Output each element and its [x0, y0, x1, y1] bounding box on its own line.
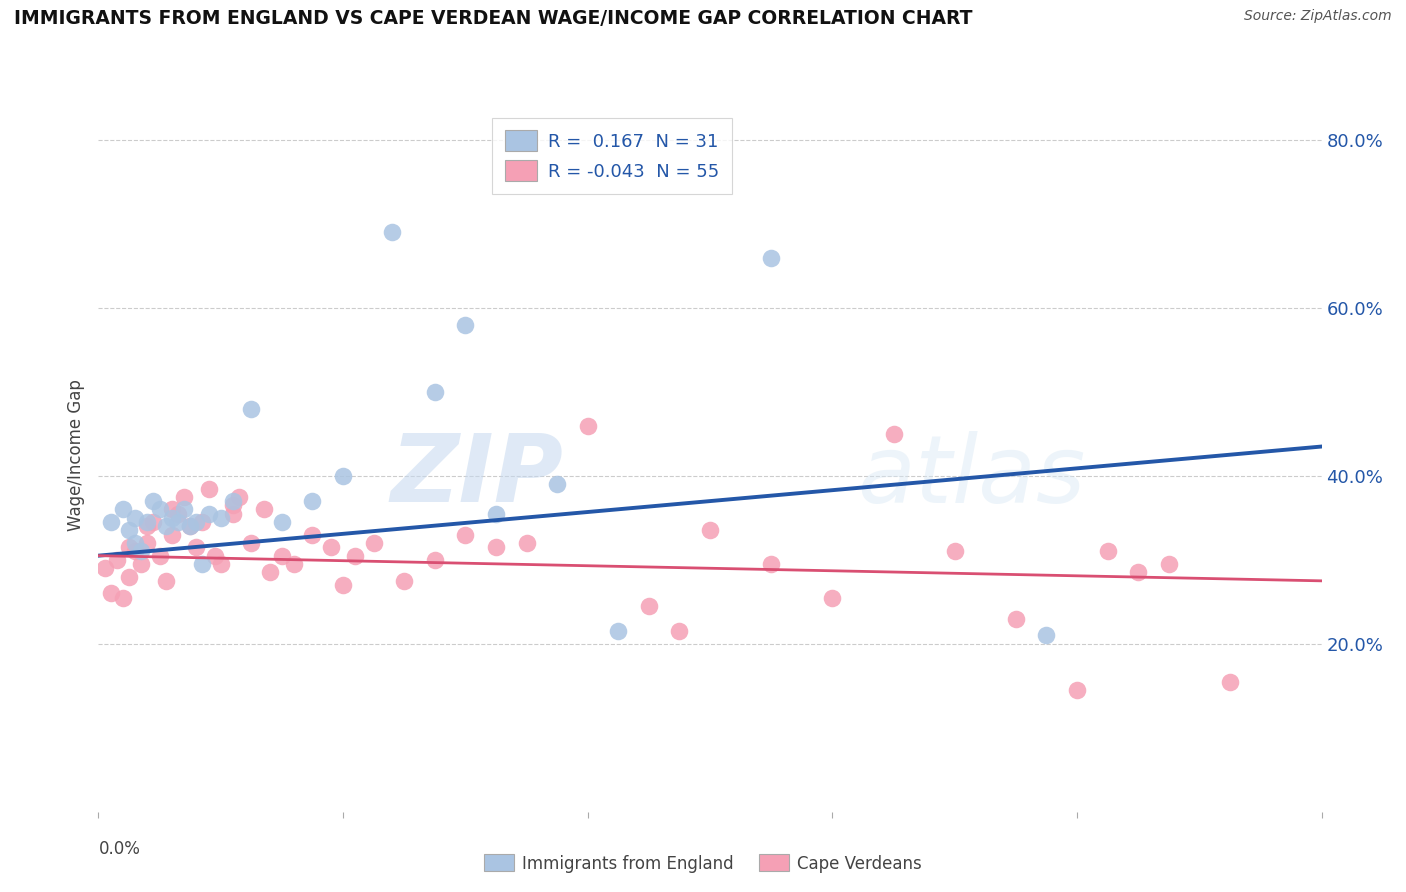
Point: [186, 515, 208, 529]
Point: [240, 536, 263, 550]
Point: [167, 515, 190, 529]
Point: [1004, 612, 1026, 626]
Point: [454, 318, 477, 332]
Y-axis label: Wage/Income Gap: Wage/Income Gap: [67, 379, 86, 531]
Point: [454, 527, 477, 541]
Point: [759, 557, 782, 571]
Point: [485, 507, 508, 521]
Point: [485, 541, 508, 555]
Point: [142, 494, 165, 508]
Point: [191, 515, 214, 529]
Point: [129, 544, 152, 558]
Text: 0.0%: 0.0%: [98, 840, 141, 858]
Point: [319, 541, 342, 555]
Point: [149, 549, 172, 563]
Legend: R =  0.167  N = 31, R = -0.043  N = 55: R = 0.167 N = 31, R = -0.043 N = 55: [492, 118, 733, 194]
Point: [124, 511, 146, 525]
Point: [607, 624, 630, 639]
Point: [1097, 544, 1119, 558]
Point: [516, 536, 538, 550]
Point: [118, 541, 141, 555]
Point: [759, 251, 782, 265]
Point: [1066, 683, 1088, 698]
Point: [111, 591, 134, 605]
Point: [155, 574, 177, 588]
Point: [332, 578, 354, 592]
Point: [423, 553, 446, 567]
Point: [204, 549, 226, 563]
Point: [136, 519, 159, 533]
Point: [179, 519, 201, 533]
Point: [222, 498, 245, 512]
Point: [344, 549, 367, 563]
Point: [160, 502, 183, 516]
Point: [149, 502, 172, 516]
Point: [821, 591, 844, 605]
Point: [222, 494, 245, 508]
Legend: Immigrants from England, Cape Verdeans: Immigrants from England, Cape Verdeans: [477, 847, 929, 880]
Point: [699, 524, 721, 538]
Point: [1157, 557, 1180, 571]
Point: [197, 482, 219, 496]
Point: [423, 384, 446, 399]
Point: [118, 524, 141, 538]
Point: [1128, 566, 1150, 580]
Text: IMMIGRANTS FROM ENGLAND VS CAPE VERDEAN WAGE/INCOME GAP CORRELATION CHART: IMMIGRANTS FROM ENGLAND VS CAPE VERDEAN …: [14, 9, 973, 28]
Text: atlas: atlas: [856, 431, 1085, 522]
Point: [1219, 674, 1241, 689]
Point: [186, 541, 208, 555]
Point: [283, 557, 305, 571]
Point: [301, 527, 323, 541]
Text: ZIP: ZIP: [391, 430, 564, 523]
Point: [270, 549, 292, 563]
Point: [883, 426, 905, 441]
Point: [136, 536, 159, 550]
Point: [576, 418, 599, 433]
Point: [142, 515, 165, 529]
Point: [209, 511, 232, 525]
Point: [240, 401, 263, 416]
Point: [118, 569, 141, 583]
Point: [943, 544, 966, 558]
Point: [637, 599, 661, 613]
Point: [668, 624, 690, 639]
Point: [129, 557, 152, 571]
Point: [160, 527, 183, 541]
Point: [546, 477, 568, 491]
Point: [1035, 628, 1057, 642]
Text: Source: ZipAtlas.com: Source: ZipAtlas.com: [1244, 9, 1392, 23]
Point: [167, 507, 190, 521]
Point: [100, 586, 122, 600]
Point: [228, 490, 250, 504]
Point: [124, 544, 146, 558]
Point: [392, 574, 416, 588]
Point: [191, 557, 214, 571]
Point: [197, 507, 219, 521]
Point: [173, 502, 195, 516]
Point: [332, 469, 354, 483]
Point: [179, 519, 201, 533]
Point: [252, 502, 274, 516]
Point: [173, 490, 195, 504]
Point: [363, 536, 385, 550]
Point: [155, 519, 177, 533]
Point: [270, 515, 292, 529]
Point: [381, 226, 404, 240]
Point: [100, 515, 122, 529]
Point: [124, 536, 146, 550]
Point: [105, 553, 128, 567]
Point: [136, 515, 159, 529]
Point: [301, 494, 323, 508]
Point: [222, 507, 245, 521]
Point: [93, 561, 115, 575]
Point: [259, 566, 281, 580]
Point: [111, 502, 134, 516]
Point: [160, 511, 183, 525]
Point: [209, 557, 232, 571]
